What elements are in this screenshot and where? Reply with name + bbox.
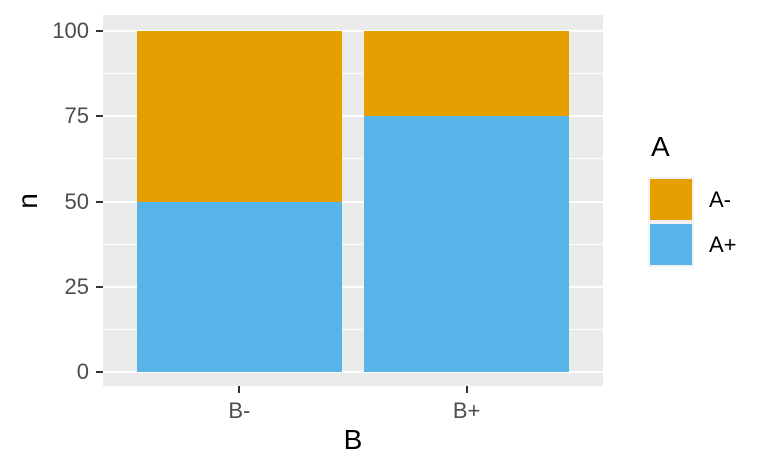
legend-key-swatch [648,222,694,267]
y-tick-label: 75 [64,103,89,129]
minor-gridline [103,328,603,330]
minor-gridline [103,158,603,160]
legend-key-fill [650,224,692,265]
minor-gridline [103,73,603,75]
x-tick-label: B- [228,398,251,423]
x-tick-label: B+ [452,398,481,423]
y-tick-mark [96,115,103,118]
major-gridline [103,200,603,203]
bar-segment [364,31,569,117]
x-tick-mark [465,386,468,393]
x-axis-title: B [343,424,363,455]
major-gridline [103,30,603,32]
legend-key-fill [650,179,692,220]
y-tick-label: 100 [52,18,89,43]
legend-label: A- [709,186,731,212]
minor-gridline [103,243,603,245]
y-tick-mark [96,371,103,373]
bar-segment [364,116,569,372]
y-tick-label: 25 [64,273,89,299]
legend-label: A+ [709,231,737,257]
legend: A A- A+ [648,130,737,267]
y-tick-label: 50 [64,188,89,214]
legend-title: A [651,131,670,162]
major-gridline [103,115,603,118]
bar-segment [137,201,342,372]
major-gridline [103,371,603,373]
legend-items: A- A+ [648,177,737,267]
legend-key-swatch [648,177,694,222]
x-tick-mark [238,386,241,393]
y-tick-mark [96,200,103,203]
y-tick-mark [96,30,103,32]
bar-segment [137,31,342,202]
y-tick-label: 0 [76,359,89,384]
plot-panel [103,15,603,386]
y-tick-mark [96,285,103,288]
legend-item: A+ [648,222,737,267]
major-gridline [103,285,603,288]
legend-item: A- [648,177,737,222]
